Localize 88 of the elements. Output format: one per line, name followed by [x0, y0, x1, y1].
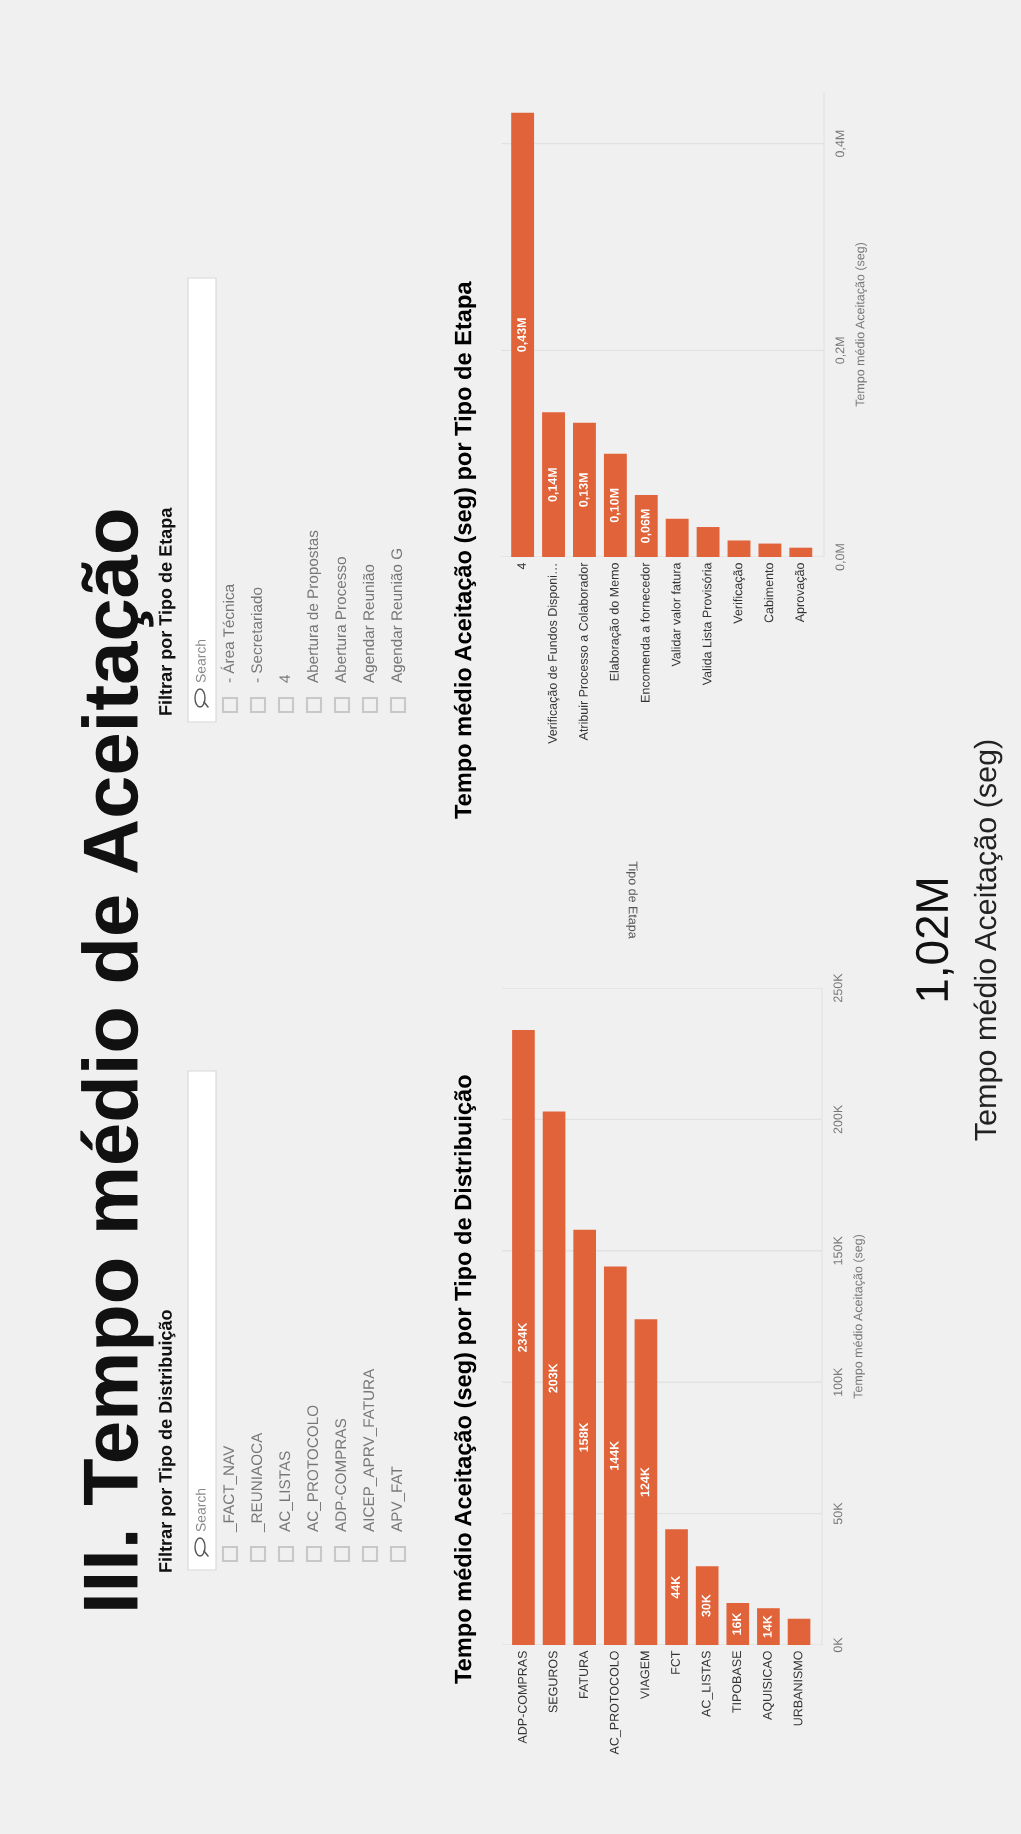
data-label: 124K: [640, 1467, 650, 1497]
data-label: 16K: [732, 1612, 742, 1635]
bar: [696, 527, 720, 557]
data-label: 30K: [701, 1594, 711, 1617]
data-label: 44K: [671, 1575, 680, 1599]
text: Abertura Processo: [334, 557, 347, 683]
x-tick-label: AC_LISTAS: [701, 1651, 713, 1717]
y-tick-label: 100K: [833, 1367, 843, 1396]
x-tick-label: Elaboração do Memo: [609, 563, 622, 681]
text: Filtrar por Tipo de Etapa: [158, 507, 176, 715]
bar: [727, 540, 751, 557]
x-tick-label: SEGUROS: [548, 1651, 558, 1713]
data-label: 234K: [517, 1322, 527, 1353]
data-label: 0,06M: [640, 509, 652, 543]
data-label: 203K: [548, 1363, 558, 1393]
bar: [665, 1529, 688, 1645]
data-label: 0,43M: [517, 318, 528, 352]
bar: [542, 412, 565, 557]
x-tick-label: Atribuir Processo a Colaborador: [578, 562, 588, 741]
x-tick-label: FCT: [671, 1650, 680, 1674]
text: AC_PROTOCOLO: [307, 1405, 321, 1532]
text: - Área Técnica: [220, 583, 235, 683]
x-tick-label: Validar valor fatura: [671, 562, 681, 667]
y-tick-label: 0K: [833, 1637, 843, 1653]
text: Tempo médio Aceitação (seg) por Tipo de Distribuição: [453, 1075, 477, 1684]
x-tick-label: Valida Lista Provisória: [702, 562, 712, 686]
bar: [573, 422, 596, 557]
data-label: 0,10M: [609, 488, 621, 523]
x-tick-label: AC_PROTOCOLO: [609, 1651, 622, 1755]
text: _FACT_NAV: [223, 1445, 237, 1533]
y-tick-label: 150K: [833, 1236, 843, 1265]
y-tick-label: 200K: [833, 1104, 843, 1134]
text: _REUNIAOCA: [251, 1432, 265, 1533]
data-label: 14K: [763, 1615, 772, 1638]
bar: [758, 543, 782, 557]
x-tick-label: VIAGEM: [640, 1651, 650, 1700]
text: AICEP_APRV_FATURA: [363, 1368, 377, 1532]
y-tick-label: 50K: [833, 1502, 843, 1525]
x-tick-label: 4: [517, 562, 526, 570]
text: - Secretariado: [250, 587, 263, 683]
bar: [695, 1566, 719, 1645]
x-tick-label: URBANISMO: [793, 1651, 803, 1726]
text: Abertura de Propostas: [306, 530, 322, 683]
text: 1,02M: [915, 880, 954, 1001]
text: Tempo médio Aceitação (seg): [973, 740, 1003, 1141]
x-tick-label: Verificação de Fundos Disponi…: [547, 564, 560, 744]
text: Tempo médio Aceitação (seg) por Tipo de Etapa: [453, 281, 477, 819]
x-tick-label: Cabimento: [764, 563, 774, 623]
bar: [789, 547, 813, 557]
bar: [573, 1229, 597, 1645]
data-label: 0,13M: [578, 473, 590, 507]
bar: [634, 1319, 658, 1645]
bar: [603, 1266, 627, 1645]
data-label: 0,14M: [548, 468, 559, 502]
y-tick-label: 0,4M: [835, 130, 846, 158]
bar: [665, 518, 689, 557]
x-tick-label: Encomenda a fornecedor: [640, 562, 650, 702]
bar: [511, 112, 535, 557]
text: Search: [195, 639, 206, 683]
y-axis-title: Tempo médio Aceitação (seg): [855, 242, 867, 407]
text: ADP-COMPRAS: [335, 1418, 347, 1532]
data-label: 144K: [609, 1440, 619, 1470]
bar: [726, 1602, 750, 1645]
y-tick-label: 0,0M: [835, 544, 846, 571]
x-tick-label: ADP-COMPRAS: [517, 1651, 527, 1744]
text: Agendar Reunião: [362, 564, 378, 683]
text: III. Tempo médio de Aceitação: [80, 510, 154, 1609]
text: APV_FAT: [391, 1466, 405, 1532]
bar: [512, 1030, 535, 1645]
bar: [787, 1618, 811, 1645]
text: Tipo de Etapa: [626, 861, 638, 939]
x-tick-label: TIPOBASE: [732, 1651, 742, 1713]
bar: [634, 495, 658, 557]
text: AC_LISTAS: [279, 1451, 293, 1532]
data-label: 158K: [579, 1422, 589, 1452]
bar: [542, 1111, 566, 1645]
y-tick-label: 0,2M: [835, 337, 846, 364]
bar: [757, 1608, 780, 1645]
bar: [603, 453, 627, 557]
x-tick-label: FATURA: [579, 1650, 589, 1698]
y-tick-label: 250K: [833, 973, 843, 1002]
text: Agendar Reunião G: [390, 549, 406, 683]
y-axis-title: Tempo médio Aceitação (seg): [853, 1234, 865, 1399]
text: Filtrar por Tipo de Distribuição: [158, 1310, 176, 1572]
x-tick-label: Verificação: [733, 563, 745, 624]
x-tick-label: Aprovação: [795, 563, 807, 623]
text: Search: [195, 1488, 206, 1532]
x-tick-label: AQUISICAO: [762, 1651, 775, 1720]
